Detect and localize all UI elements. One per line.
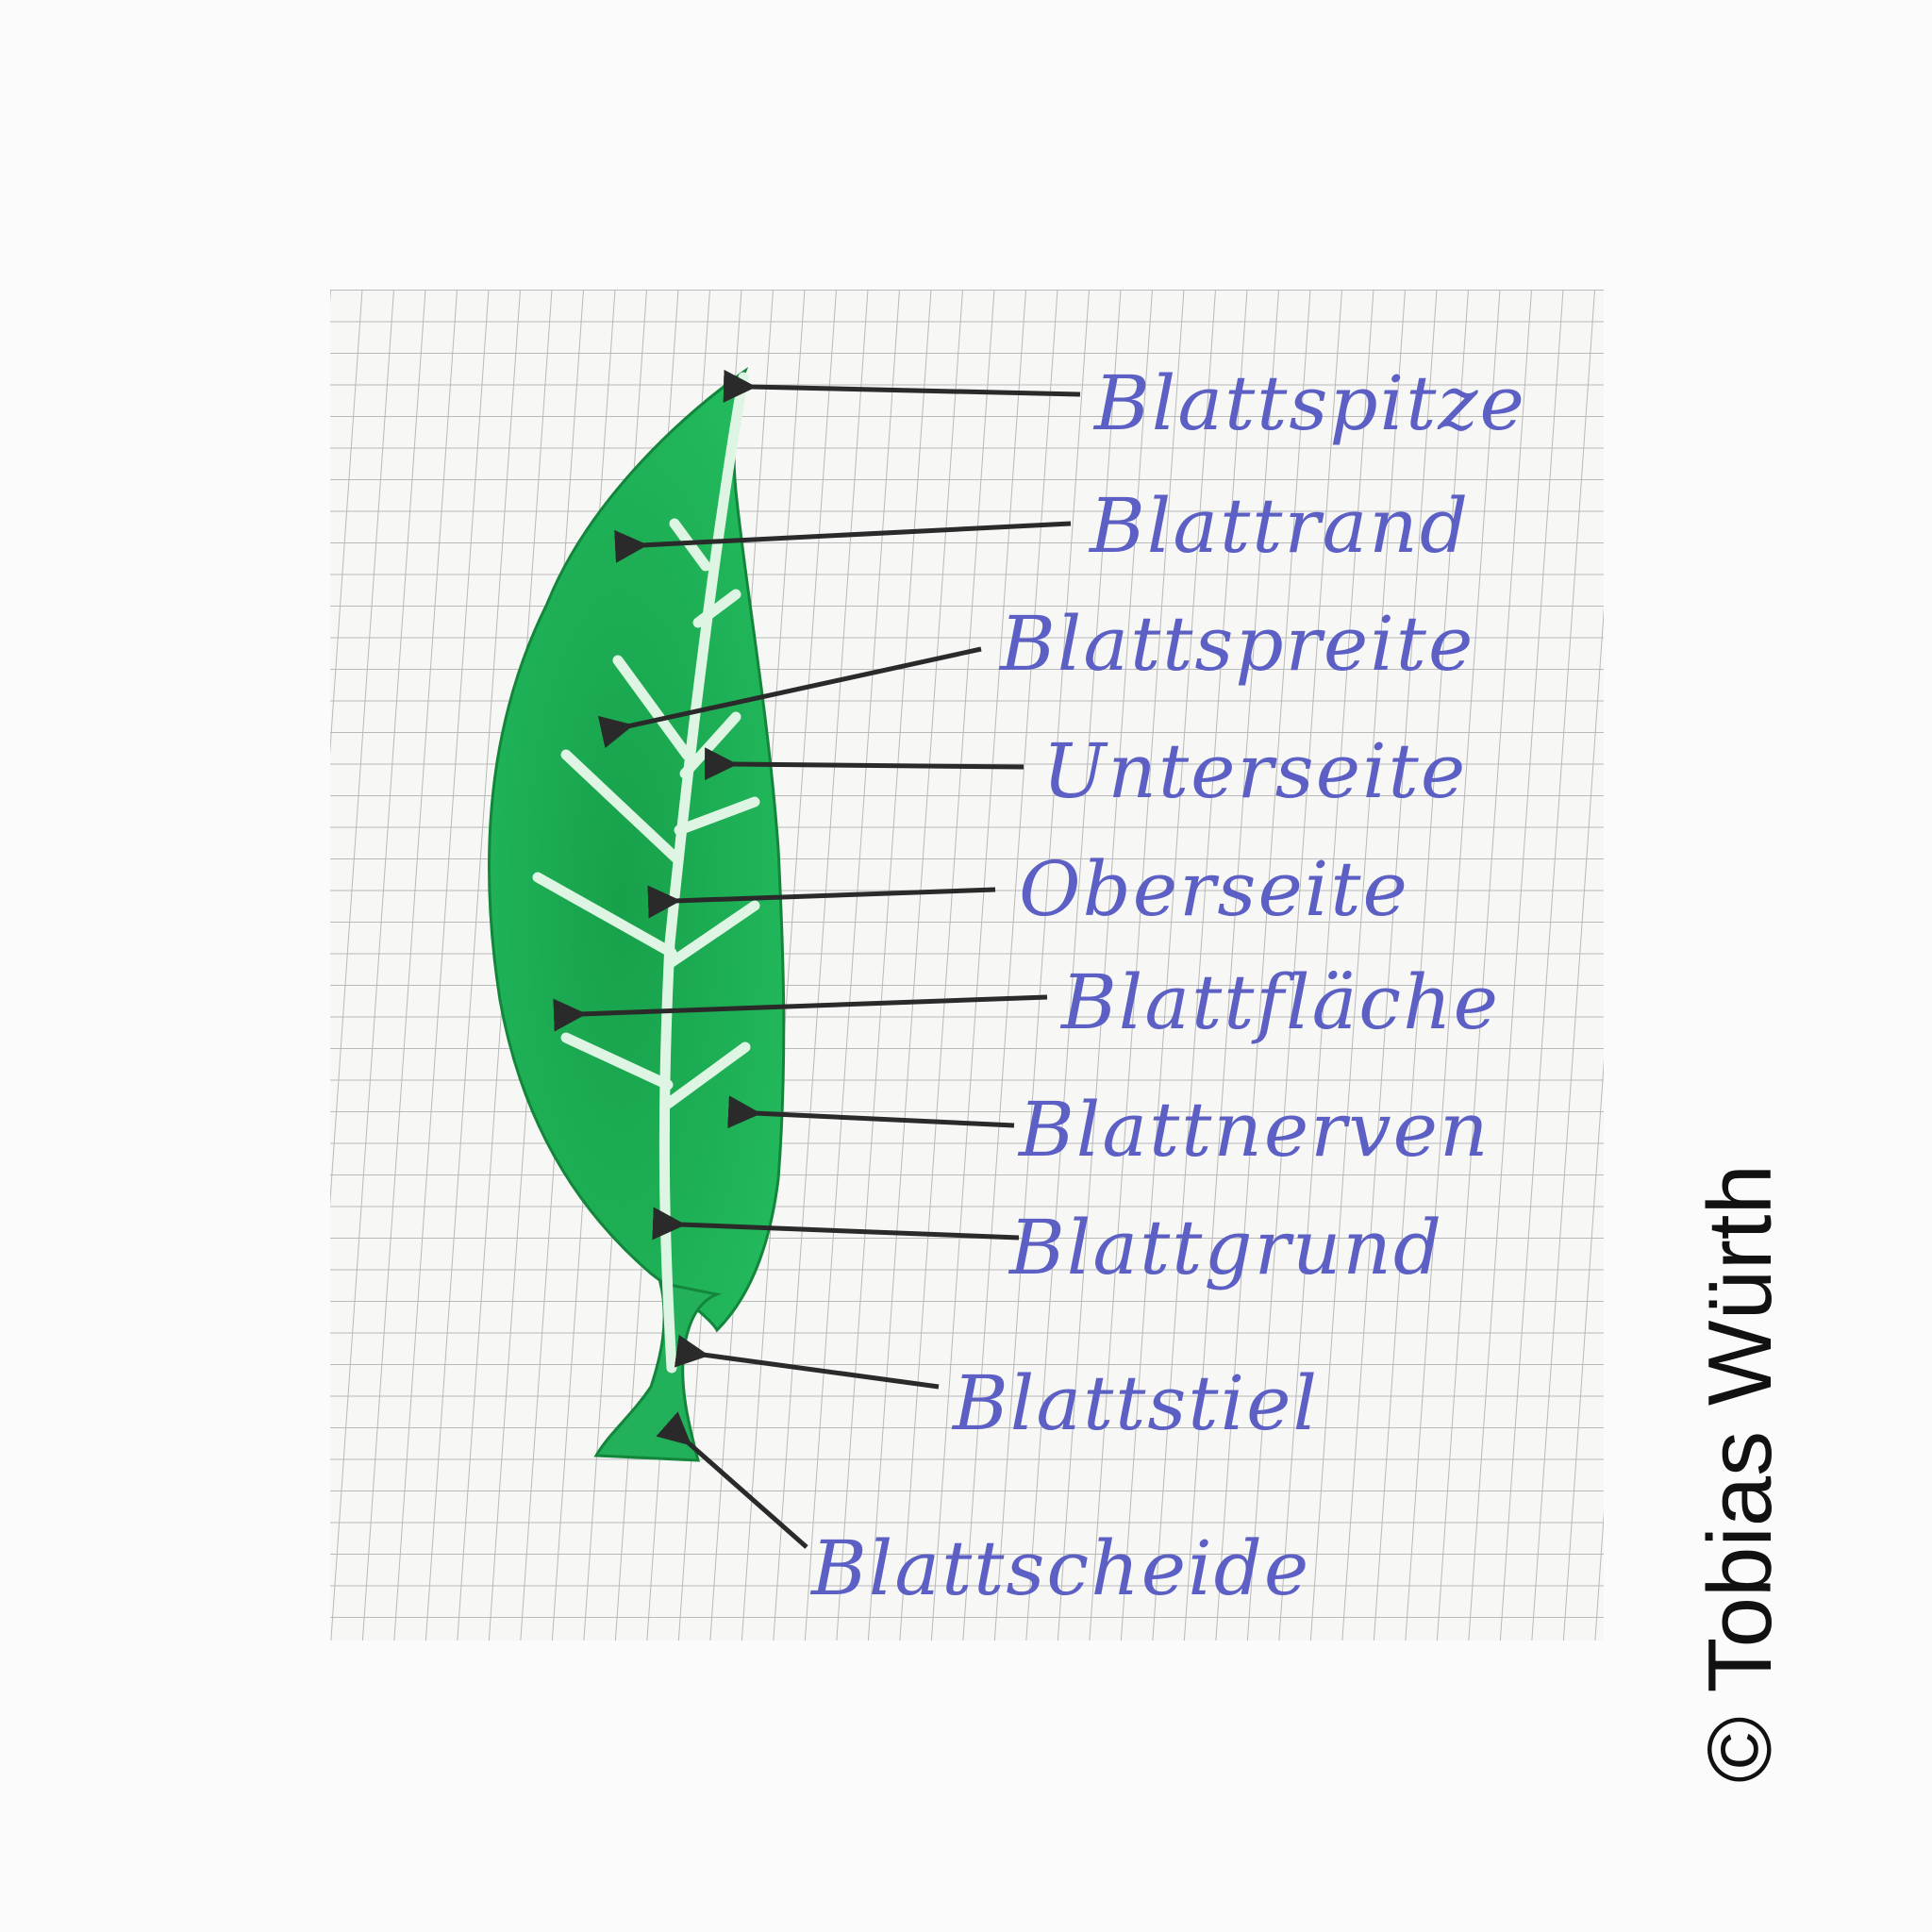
leaf-veins bbox=[532, 372, 760, 1374]
arrow-blattscheide bbox=[656, 1411, 808, 1549]
label-blattgrund: Blattgrund bbox=[1008, 1204, 1443, 1291]
label-blattspitze: Blattspitze bbox=[1092, 359, 1526, 447]
label-oberseite: Oberseite bbox=[1019, 845, 1409, 933]
labels: Blattspitze Blattrand Blattspreite Unter… bbox=[809, 359, 1526, 1612]
arrows bbox=[553, 369, 1081, 1549]
label-blattnerven: Blattnerven bbox=[1017, 1086, 1491, 1174]
arrow-oberseite bbox=[647, 885, 996, 919]
arrow-blattnerven bbox=[727, 1095, 1015, 1129]
arrow-blattgrund bbox=[652, 1207, 1020, 1241]
label-blattrand: Blattrand bbox=[1088, 482, 1470, 570]
label-unterseite: Unterseite bbox=[1042, 727, 1467, 815]
arrow-blattrand bbox=[614, 521, 1072, 563]
label-blattflaeche: Blattfläche bbox=[1059, 958, 1500, 1046]
copyright-credit: © Tobias Würth bbox=[1690, 1164, 1790, 1783]
arrow-unterseite bbox=[704, 747, 1024, 781]
arrow-blattflaeche bbox=[553, 994, 1048, 1032]
label-blattspreite: Blattspreite bbox=[998, 600, 1474, 688]
arrow-blattstiel bbox=[674, 1334, 940, 1390]
arrow-blattspreite bbox=[597, 646, 982, 749]
label-blattscheide: Blattscheide bbox=[809, 1524, 1310, 1612]
arrow-blattspitze bbox=[723, 369, 1081, 403]
label-blattstiel: Blattstiel bbox=[951, 1359, 1319, 1447]
